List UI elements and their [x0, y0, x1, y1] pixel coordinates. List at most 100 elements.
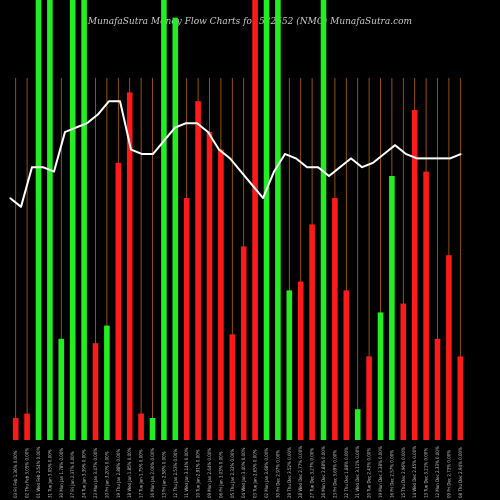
money-flow-bar — [218, 149, 224, 440]
money-flow-bar — [12, 418, 19, 440]
x-tick-label: 09 Fri Dec 2.73% 0.00% — [446, 450, 451, 498]
money-flow-bar — [457, 356, 464, 440]
money-flow-bar — [149, 418, 156, 440]
x-tick-label: 20 Fri Jan 3.20% 0.00% — [104, 451, 109, 498]
money-flow-bar — [35, 0, 42, 440]
x-tick-label: 01 Wed Feb 2.54% 0.00% — [36, 446, 41, 498]
x-tick-label: 14 Wed Dec 2.45% 0.00% — [412, 446, 417, 498]
price-line-point — [262, 197, 264, 199]
price-line-point — [97, 113, 99, 115]
money-flow-bar — [195, 101, 201, 440]
x-tick-label: 31 Tue Jan 3.05% 0.00% — [47, 449, 52, 498]
price-line-point — [31, 166, 33, 168]
x-tick-label: 30 Fri Dec 2.97% 0.00% — [275, 450, 280, 498]
price-line-point — [295, 157, 297, 159]
money-flow-bar — [423, 171, 429, 440]
money-flow-bar — [286, 290, 293, 440]
money-flow-bar — [138, 413, 144, 440]
money-flow-bar — [69, 0, 76, 440]
price-line-point — [20, 206, 22, 208]
x-tick-label: 23 Mon Jan 3.47% 0.00% — [93, 448, 98, 498]
price-line-point — [9, 197, 11, 199]
x-tick-label: 24 Tue Jan 3.39% 0.00% — [82, 449, 87, 498]
price-line-point — [174, 127, 176, 129]
money-flow-bar — [92, 343, 99, 440]
price-line-point — [42, 166, 44, 168]
price-line-point — [284, 153, 286, 155]
price-line-point — [361, 166, 363, 168]
x-tick-label: 20 Tue Dec 2.43% 0.00% — [367, 448, 372, 498]
price-line-point — [53, 171, 55, 173]
chart-title: MunafaSutra Money Flow Charts for 532552… — [87, 16, 412, 27]
x-tick-label: 22 Thu Dec 1.88% 0.00% — [344, 447, 349, 498]
money-flow-bar — [126, 92, 133, 441]
price-line-point — [438, 157, 440, 159]
price-line-point — [130, 149, 132, 151]
x-tick-label: 06 Fri Jan 3.03% 0.00% — [218, 451, 223, 498]
price-line-point — [240, 171, 242, 173]
money-flow-bar — [161, 0, 167, 440]
price-line-point — [460, 153, 462, 155]
x-tick-label: 08 Thu Dec 2.94% 0.00% — [458, 447, 463, 498]
price-line-point — [152, 153, 154, 155]
money-flow-bar — [229, 334, 236, 440]
price-line-point — [86, 122, 88, 124]
price-line-point — [218, 149, 220, 151]
x-axis-tick-labels: 03 Fri Feb 1.36% 0.00% 02 Thu Feb 3.05% 0… — [13, 446, 463, 498]
x-tick-label: 02 Thu Feb 3.05% 0.00% — [25, 448, 30, 498]
x-tick-label: 02 Mon Jan 3.68% 0.00% — [264, 448, 269, 498]
x-tick-label: 11 Wed Jan 3.14% 0.00% — [184, 447, 189, 498]
x-tick-label: 03 Fri Feb 1.36% 0.00% — [13, 450, 18, 498]
price-line-point — [196, 122, 198, 124]
price-line-point — [405, 153, 407, 155]
price-line-point — [207, 131, 209, 133]
x-tick-label: 10 Tue Jan 2.91% 0.00% — [196, 449, 201, 498]
money-flow-bar — [389, 176, 395, 440]
money-flow-bar — [240, 246, 247, 440]
price-line-point — [306, 166, 308, 168]
x-tick-label: 12 Mon Dec 2.33% 0.00% — [435, 446, 440, 498]
price-line-point — [163, 140, 165, 142]
x-tick-label: 17 Tue Jan 1.75% 0.00% — [139, 449, 144, 498]
x-tick-label: 29 Thu Dec 3.52% 0.00% — [287, 447, 292, 498]
price-line-point — [251, 184, 253, 186]
x-tick-label: 23 Fri Dec 3.69% 0.00% — [332, 450, 337, 498]
money-flow-bar — [172, 17, 179, 440]
price-line-point — [383, 153, 385, 155]
price-line-point — [229, 157, 231, 159]
money-flow-bar — [411, 110, 418, 440]
x-tick-label: 04 Wed Jan 3.40% 0.00% — [241, 447, 246, 498]
price-line-point — [394, 144, 396, 146]
money-flow-bar — [252, 0, 258, 440]
money-flow-bar — [104, 325, 110, 440]
money-flow-bar — [58, 338, 65, 440]
money-flow-bar — [81, 0, 87, 440]
x-tick-label: 27 Tue Dec 3.27% 0.00% — [310, 448, 315, 498]
price-line-point — [273, 171, 275, 173]
money-flow-bar — [377, 312, 384, 440]
x-tick-label: 13 Fri Jan 2.58% 0.00% — [161, 451, 166, 498]
price-line-point — [372, 162, 374, 164]
money-flow-bar — [434, 338, 441, 440]
price-line-point — [449, 157, 451, 159]
bar-series — [12, 0, 464, 441]
price-line-point — [141, 153, 143, 155]
money-flow-bar — [275, 0, 281, 440]
price-line-point — [328, 175, 330, 177]
money-flow-bar — [354, 409, 361, 440]
money-flow-bar — [343, 290, 350, 440]
money-flow-bar — [332, 198, 338, 440]
x-tick-label: 03 Tue Jan 2.65% 0.00% — [253, 449, 258, 498]
price-line-point — [108, 100, 110, 102]
x-tick-label: 12 Thu Jan 2.53% 0.00% — [173, 449, 178, 498]
x-tick-label: 16 Mon Jan 2.00% 0.00% — [150, 448, 155, 498]
x-tick-label: 15 Thu Dec 2.96% 0.00% — [401, 447, 406, 498]
x-tick-label: 30 Mon Jan 1.78% 0.00% — [59, 448, 64, 498]
x-tick-label: 13 Tue Dec 3.21% 0.00% — [424, 448, 429, 498]
x-tick-label: 05 Thu Jan 2.32% 0.00% — [230, 449, 235, 498]
money-flow-bar — [24, 413, 30, 440]
money-flow-bar — [297, 281, 304, 440]
x-tick-label: 18 Wed Jan 1.85% 0.00% — [127, 447, 132, 498]
price-line-point — [427, 157, 429, 159]
